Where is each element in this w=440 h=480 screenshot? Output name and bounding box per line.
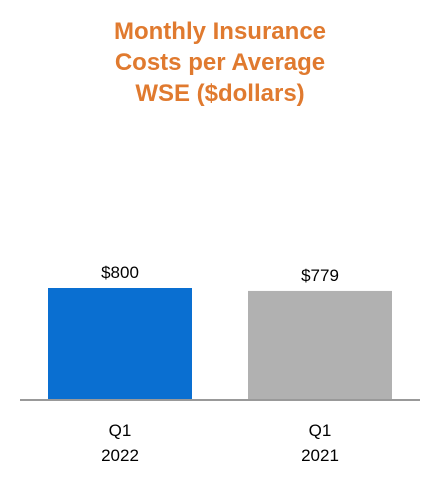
x-tick-label-0-line-1: 2022 <box>101 446 139 465</box>
chart-title-line-2: Costs per Average <box>114 49 326 76</box>
x-tick-label-1-line-1: 2021 <box>301 446 339 465</box>
labels-group: $800 Q1 2022 $779 Q1 2021 <box>101 263 339 465</box>
chart-title: Monthly Insurance Costs per Average WSE … <box>60 16 380 109</box>
chart-title-line-3: WSE ($dollars) <box>135 80 305 107</box>
data-label-0: $800 <box>101 263 139 282</box>
data-label-1: $779 <box>301 266 339 285</box>
x-tick-label-0-line-0: Q1 <box>109 421 132 440</box>
chart-title-line-1: Monthly Insurance <box>113 18 327 45</box>
bar-0 <box>48 288 192 400</box>
bar-1 <box>248 290 392 400</box>
bars-group <box>48 288 392 400</box>
x-tick-label-1-line-0: Q1 <box>309 421 332 440</box>
